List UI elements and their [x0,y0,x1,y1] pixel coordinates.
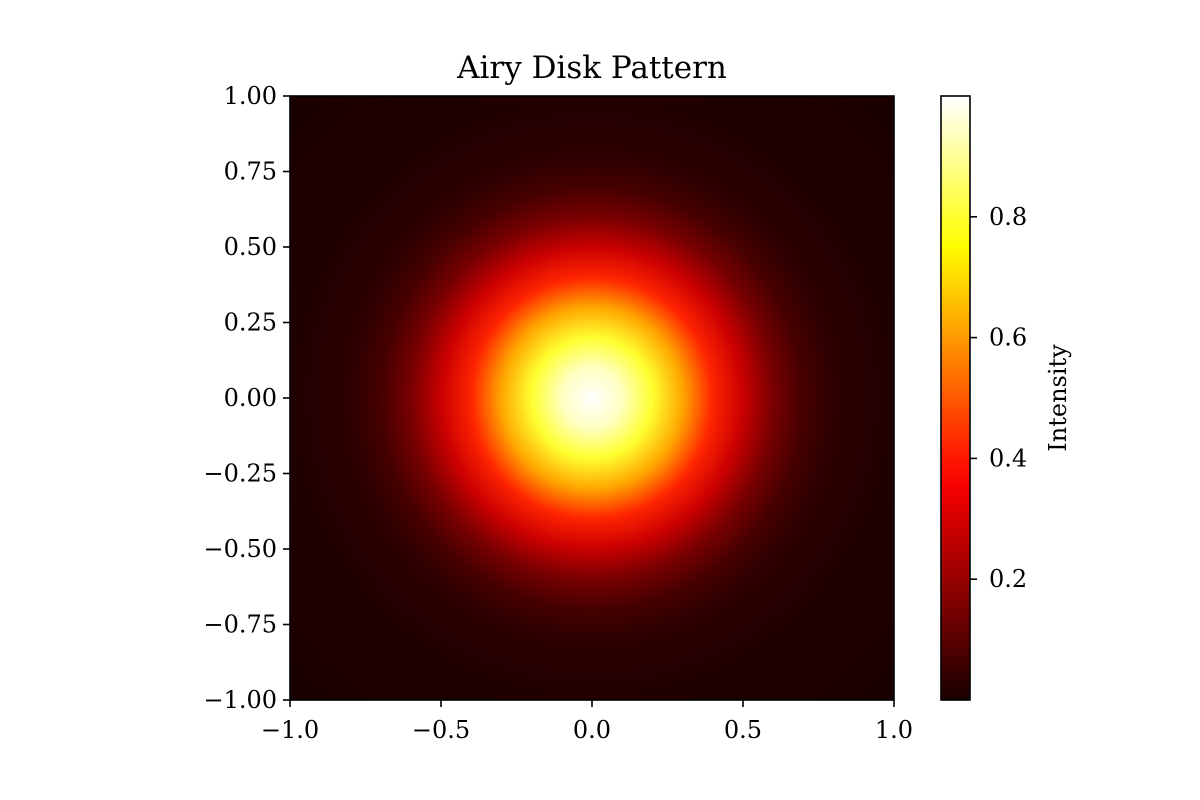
y-tick-label: 0.75 [224,158,277,186]
colorbar-tick-label: 0.8 [989,203,1027,231]
colorbar-frame [940,95,971,701]
x-axis: −1.0 −0.5 0.0 0.5 1.0 [261,700,913,744]
plot-area [289,95,895,701]
heatmap-image [290,96,894,700]
y-tick-label: −0.50 [203,535,277,563]
y-tick-label: 0.25 [224,309,277,337]
y-tick-label: 1.00 [224,82,277,110]
x-tick-label: −1.0 [261,716,319,744]
y-tick-label: 0.50 [224,233,277,261]
y-tick-label: −0.25 [203,460,277,488]
y-tick-label: −1.00 [203,686,277,714]
x-tick-label: 0.0 [573,716,611,744]
colorbar-label: Intensity [1044,344,1072,452]
colorbar-gradient [941,96,970,700]
y-tick-label: −0.75 [203,611,277,639]
colorbar-tick-label: 0.6 [989,324,1027,352]
chart-title: Airy Disk Pattern [456,50,727,86]
colorbar-tick-label: 0.4 [989,444,1027,472]
x-tick-label: −0.5 [412,716,470,744]
colorbar: 0.2 0.4 0.6 0.8 Intensity [940,95,1072,701]
y-axis: 1.00 0.75 0.50 0.25 0.00 −0.25 −0.50 −0.75 −1.00 [203,82,290,714]
x-tick-label: 0.5 [724,716,762,744]
x-tick-label: 1.0 [875,716,913,744]
colorbar-ticks: 0.2 0.4 0.6 0.8 [970,203,1027,593]
y-tick-label: 0.00 [224,384,277,412]
colorbar-tick-label: 0.2 [989,565,1027,593]
